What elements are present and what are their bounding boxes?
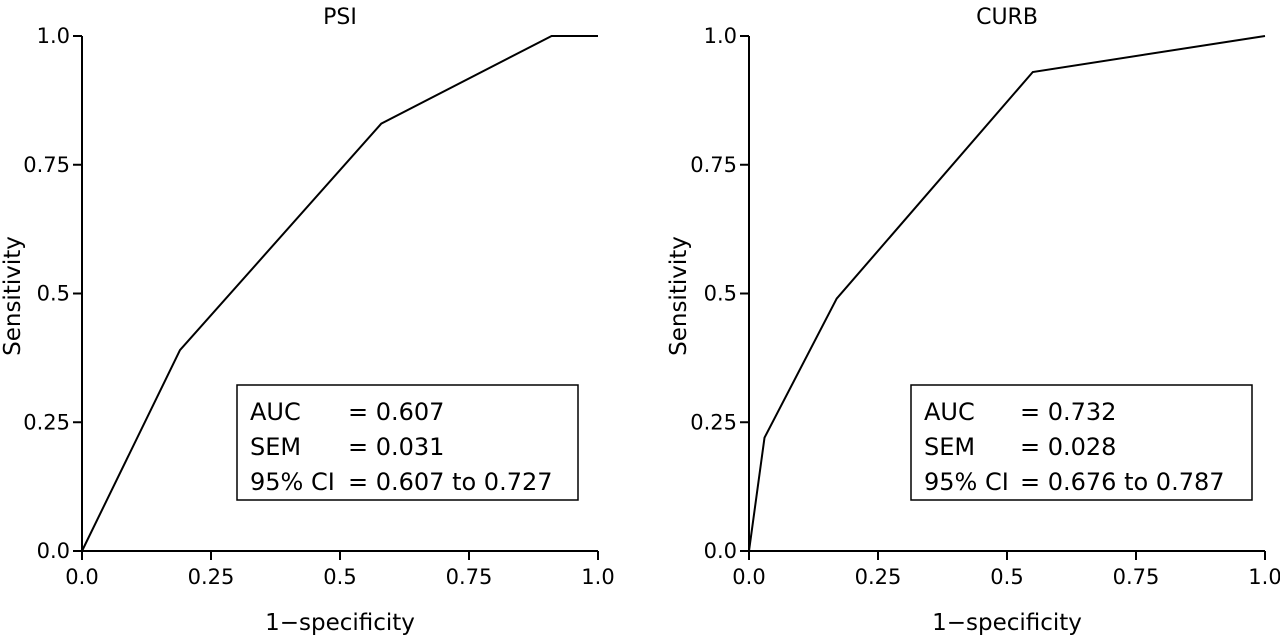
x-tick-label: 0.25 <box>188 565 235 589</box>
roc-curve-line <box>748 35 1266 552</box>
roc-curve-group <box>748 35 1266 552</box>
y-tick-label: 0.0 <box>37 539 70 563</box>
axes <box>81 36 598 552</box>
x-tick-label: 0.75 <box>1113 565 1160 589</box>
ci-label: 95% CI <box>250 468 335 496</box>
tick-group: 0.0 0.25 0.5 0.75 1.0 0.0 0.25 0.5 0.75 1.0 <box>690 24 1280 589</box>
stats-box-frame <box>910 384 1253 501</box>
y-tick-label: 0.75 <box>690 153 737 177</box>
y-tick-label: 0.25 <box>690 410 737 434</box>
ci-value: = 0.676 to 0.787 <box>1020 468 1225 496</box>
sem-value: = 0.031 <box>348 433 444 461</box>
stats-box: AUC = 0.607 SEM = 0.031 95% CI = 0.607 t… <box>236 384 579 501</box>
x-tick-label: 0.0 <box>732 565 765 589</box>
curb-roc-panel: CURB Sensitivity 1−specificity 0.0 0.25 0.… <box>666 5 1280 636</box>
roc-curve-group <box>81 35 598 552</box>
chart-title: PSI <box>323 5 357 30</box>
y-tick-label: 0.5 <box>37 282 70 306</box>
x-tick-label: 1.0 <box>581 565 614 589</box>
psi-roc-panel: PSI Sensitivity 1−specificity 0.0 0.25 0.5… <box>0 5 615 636</box>
x-axis-label: 1−specificity <box>932 610 1082 636</box>
auc-value: = 0.732 <box>1020 398 1116 426</box>
stats-box-frame <box>236 384 579 501</box>
ci-value: = 0.607 to 0.727 <box>348 468 553 496</box>
y-tick-label: 0.25 <box>23 410 70 434</box>
x-axis-label: 1−specificity <box>265 610 415 636</box>
sem-label: SEM <box>924 433 975 461</box>
roc-curve-line <box>81 35 598 552</box>
x-tick-label: 1.0 <box>1248 565 1280 589</box>
auc-label: AUC <box>250 398 301 426</box>
x-tick-label: 0.0 <box>65 565 98 589</box>
y-tick-label: 0.5 <box>704 282 737 306</box>
y-axis-label: Sensitivity <box>0 236 26 356</box>
y-tick-label: 1.0 <box>37 24 70 48</box>
y-tick-label: 1.0 <box>704 24 737 48</box>
ci-label: 95% CI <box>924 468 1009 496</box>
chart-title: CURB <box>976 5 1038 30</box>
x-tick-label: 0.5 <box>990 565 1023 589</box>
y-axis-label: Sensitivity <box>666 236 692 356</box>
tick-group: 0.0 0.25 0.5 0.75 1.0 0.0 0.25 0.5 0.75 1.0 <box>23 24 614 589</box>
auc-label: AUC <box>924 398 975 426</box>
x-tick-label: 0.75 <box>446 565 493 589</box>
sem-value: = 0.028 <box>1020 433 1116 461</box>
stats-box: AUC = 0.732 SEM = 0.028 95% CI = 0.676 t… <box>910 384 1253 501</box>
y-tick-label: 0.0 <box>704 539 737 563</box>
x-tick-label: 0.5 <box>323 565 356 589</box>
axes <box>748 36 1265 552</box>
x-tick-label: 0.25 <box>855 565 902 589</box>
sem-label: SEM <box>250 433 301 461</box>
y-tick-label: 0.75 <box>23 153 70 177</box>
auc-value: = 0.607 <box>348 398 444 426</box>
